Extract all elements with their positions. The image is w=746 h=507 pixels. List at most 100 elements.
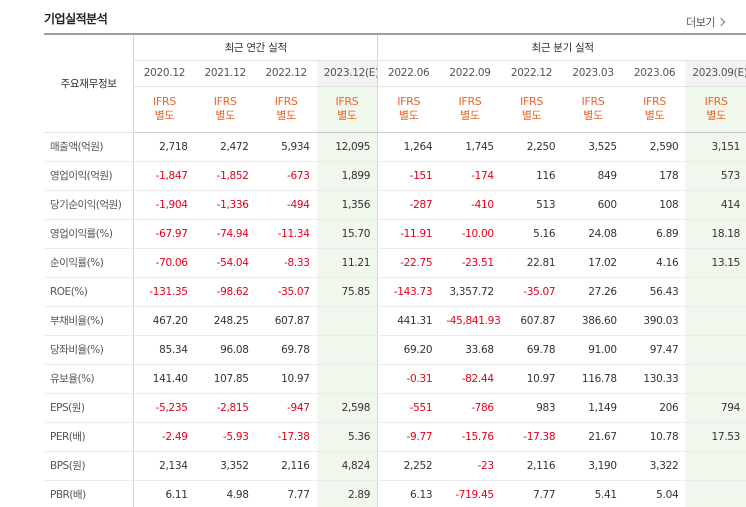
table-cell: 27.26 — [562, 277, 624, 307]
ifrs-label: IFRS 별도 — [377, 86, 440, 133]
ifrs-standard: IFRS — [335, 95, 359, 108]
corner-label: 주요재무정보 — [44, 33, 134, 133]
table-cell: 22.81 — [500, 248, 563, 278]
table-cell: 17.53 — [685, 422, 746, 452]
table-cell: 10.78 — [623, 422, 686, 452]
ifrs-standard: IFRS — [213, 95, 237, 108]
table-cell: -786 — [439, 392, 501, 423]
table-cell — [685, 335, 746, 365]
table-row: 영업이익률(%) -67.97 -74.94 -11.34 15.70 -11.91 -10… — [44, 219, 746, 249]
table-cell: 2,116 — [255, 451, 317, 481]
ifrs-basis: 별도 — [215, 109, 235, 122]
ifrs-basis: 별도 — [337, 109, 357, 122]
table-cell: -15.76 — [439, 422, 501, 452]
table-cell: 2,718 — [133, 131, 195, 162]
table-cell: 794 — [685, 392, 746, 423]
table-cell: 607.87 — [500, 305, 563, 336]
table-cell: -82.44 — [439, 364, 501, 394]
table-cell: 96.08 — [194, 335, 256, 365]
table-cell: -5.93 — [194, 422, 256, 452]
table-cell: -98.62 — [194, 277, 256, 307]
table-cell: -8.33 — [255, 248, 317, 278]
table-cell: 69.78 — [255, 335, 317, 365]
period-header: 2022.09 — [439, 60, 501, 87]
table-cell: -74.94 — [194, 219, 256, 249]
ifrs-standard: IFRS — [643, 95, 667, 108]
table-cell: 5.04 — [623, 480, 686, 507]
table-row: PER(배) -2.49 -5.93 -17.38 5.36 -9.77 -15.76 -17… — [44, 422, 746, 452]
table-cell: 600 — [562, 190, 624, 220]
table-cell: 3,525 — [562, 131, 624, 162]
table-cell: 467.20 — [133, 305, 195, 336]
table-cell — [685, 277, 746, 307]
period-header: 2020.12 — [133, 60, 195, 87]
table-cell: 56.43 — [623, 277, 686, 307]
table-cell: 1,264 — [377, 131, 440, 162]
table-cell: -17.38 — [500, 422, 563, 452]
ifrs-label: IFRS 별도 — [562, 86, 624, 133]
table-cell: 130.33 — [623, 364, 686, 394]
table-cell: 75.85 — [316, 277, 378, 307]
period-header: 2023.12(E) — [316, 60, 378, 87]
table-cell: 206 — [623, 392, 686, 423]
period-header: 2023.09(E) — [685, 60, 746, 87]
table-cell: 6.89 — [623, 219, 686, 249]
table-cell: -70.06 — [133, 248, 195, 278]
table-cell: 3,357.72 — [439, 277, 501, 307]
more-link[interactable]: 더보기 — [686, 14, 726, 30]
row-label: 당좌비율(%) — [44, 335, 134, 365]
ifrs-label: IFRS 별도 — [133, 86, 195, 133]
ifrs-label: IFRS 별도 — [439, 86, 501, 133]
table-cell — [316, 305, 378, 336]
row-label: 순이익률(%) — [44, 248, 134, 278]
table-row: 매출액(억원) 2,718 2,472 5,934 12,095 1,264 1,745 2,… — [44, 131, 746, 162]
row-label: PER(배) — [44, 422, 134, 452]
period-header: 2022.12 — [500, 60, 563, 87]
table-cell: 21.67 — [562, 422, 624, 452]
table-cell: 607.87 — [255, 305, 317, 336]
ifrs-standard: IFRS — [274, 95, 298, 108]
table-cell: 13.15 — [685, 248, 746, 278]
ifrs-label: IFRS 별도 — [194, 86, 256, 133]
table-cell: 116 — [500, 161, 563, 191]
table-cell: 141.40 — [133, 364, 195, 394]
period-header: 2022.12 — [255, 60, 317, 87]
table-cell: 3,151 — [685, 131, 746, 162]
table-cell: -22.75 — [377, 248, 440, 278]
table-cell: 1,745 — [439, 131, 501, 162]
ifrs-label: IFRS 별도 — [685, 86, 746, 133]
table-cell: 2,590 — [623, 131, 686, 162]
table-cell: -947 — [255, 392, 317, 423]
table-cell: 414 — [685, 190, 746, 220]
table-cell: -5,235 — [133, 392, 195, 423]
table-cell: -287 — [377, 190, 440, 220]
row-label: 부채비율(%) — [44, 305, 134, 336]
table-cell: -23 — [439, 451, 501, 481]
table-cell: -551 — [377, 392, 440, 423]
table-cell: 15.70 — [316, 219, 378, 249]
table-cell: 2.89 — [316, 480, 378, 507]
table-cell: 5.16 — [500, 219, 563, 249]
table-cell: 513 — [500, 190, 563, 220]
ifrs-standard: IFRS — [397, 95, 421, 108]
table-cell: 4.16 — [623, 248, 686, 278]
section-title: 기업실적분석 — [44, 12, 108, 26]
table-cell: 983 — [500, 392, 563, 423]
ifrs-standard: IFRS — [704, 95, 728, 108]
ifrs-basis: 별도 — [521, 109, 542, 122]
ifrs-standard: IFRS — [152, 95, 176, 108]
table-cell: -174 — [439, 161, 501, 191]
table-cell: -151 — [377, 161, 440, 191]
table-cell: -1,847 — [133, 161, 195, 191]
period-header: 2023.06 — [623, 60, 686, 87]
ifrs-basis: 별도 — [276, 109, 296, 122]
table-row: 순이익률(%) -70.06 -54.04 -8.33 11.21 -22.75 -23.5… — [44, 248, 746, 278]
table-cell: 178 — [623, 161, 686, 191]
table-cell: 2,598 — [316, 392, 378, 423]
table-cell: 108 — [623, 190, 686, 220]
table-cell — [316, 335, 378, 365]
table-cell: 573 — [685, 161, 746, 191]
row-label: 영업이익(억원) — [44, 161, 134, 191]
more-link-label: 더보기 — [686, 16, 715, 29]
table-cell: 2,472 — [194, 131, 256, 162]
